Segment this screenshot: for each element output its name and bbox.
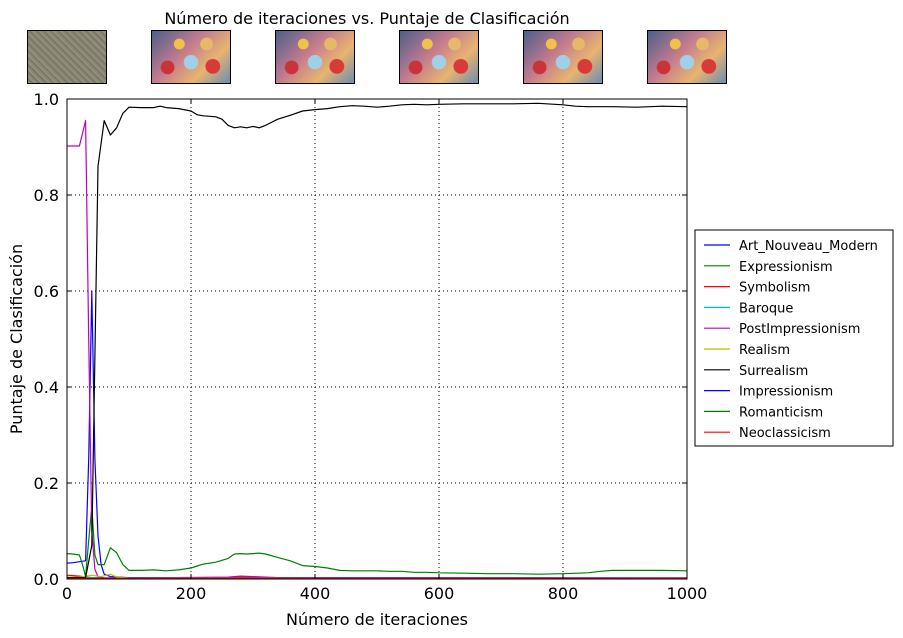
x-tick-label: 600 <box>424 584 455 603</box>
thumbnail-image <box>151 30 231 84</box>
series-line <box>67 102 688 579</box>
series-line <box>66 290 688 579</box>
series-line <box>67 119 688 579</box>
legend-label: Impressionism <box>739 385 833 400</box>
thumbnail-image <box>399 30 479 84</box>
x-tick-label: 0 <box>62 584 72 603</box>
legend-label: Surrealism <box>739 364 808 379</box>
y-tick-label: 0.0 <box>34 570 59 589</box>
y-tick-label: 0.2 <box>34 474 59 493</box>
y-axis-label: Puntaje de Clasificación <box>7 244 26 434</box>
y-tick-label: 0.6 <box>34 282 59 301</box>
legend-label: Romanticism <box>739 405 823 420</box>
legend-label: Art_Nouveau_Modern <box>739 239 878 254</box>
legend-label: Baroque <box>739 301 793 316</box>
thumbnail-image <box>523 30 603 84</box>
legend: Art_Nouveau_Modern Expressionism Symbolism… <box>694 229 894 447</box>
x-tick-label: 1000 <box>667 584 708 603</box>
legend-label: Expressionism <box>739 260 833 275</box>
legend-label: Symbolism <box>739 281 810 296</box>
y-tick-label: 1.0 <box>34 90 59 109</box>
thumbnail-image <box>647 30 727 84</box>
thumbnail-image <box>27 30 107 84</box>
grid <box>67 99 687 579</box>
legend-label: PostImpressionism <box>739 322 860 337</box>
legend-label: Neoclassicism <box>739 426 831 441</box>
legend-label: Realism <box>739 343 790 358</box>
x-axis-label: Número de iteraciones <box>286 610 468 629</box>
series-lines <box>66 102 688 580</box>
x-tick-label: 200 <box>176 584 207 603</box>
x-tick-label: 400 <box>300 584 331 603</box>
x-tick-label: 800 <box>548 584 579 603</box>
series-line <box>66 506 688 578</box>
series-line <box>67 573 688 580</box>
y-tick-label: 0.4 <box>34 378 59 397</box>
thumbnail-image <box>275 30 355 84</box>
axis-ticks: 0 200 400 600 800 1000 0.0 0.2 0.4 0.6 0.8 1.0 <box>34 90 708 603</box>
chart-title: Número de iteraciones vs. Puntaje de Cla… <box>164 9 569 28</box>
plot-frame <box>66 98 688 580</box>
y-tick-label: 0.8 <box>34 186 59 205</box>
